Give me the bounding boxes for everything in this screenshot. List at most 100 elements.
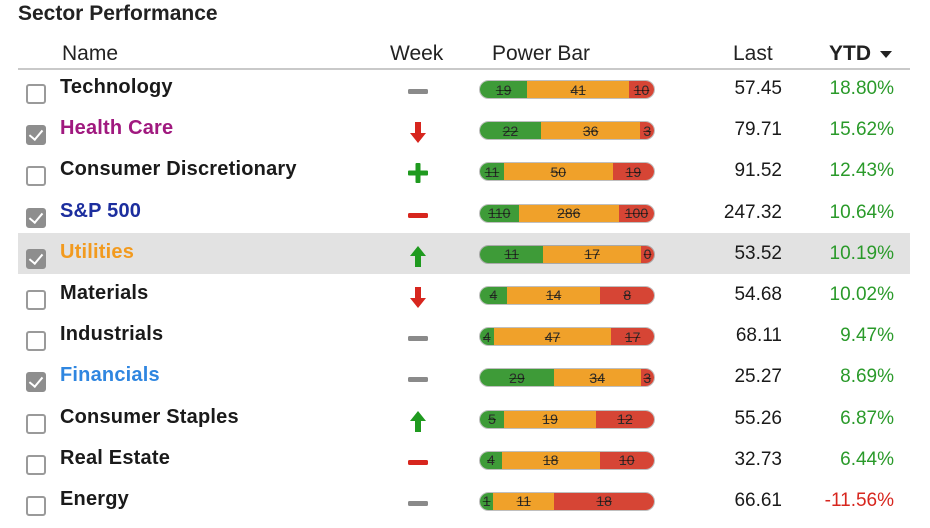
- power-bar-green-segment: 4: [480, 451, 502, 469]
- power-bar-red-segment: 0: [641, 245, 654, 263]
- last-price: 68.11: [735, 325, 782, 347]
- power-bar-red-segment: 8: [600, 286, 654, 304]
- sector-name[interactable]: Financials: [60, 364, 160, 387]
- ytd-change: -11.56%: [824, 489, 894, 511]
- power-bar: 11 50 19: [479, 162, 655, 182]
- power-bar-red-segment: 3: [640, 369, 654, 387]
- last-price: 55.26: [734, 407, 782, 429]
- sector-name[interactable]: Consumer Discretionary: [60, 158, 297, 181]
- power-bar-green-segment: 29: [480, 369, 554, 387]
- row-checkbox[interactable]: [26, 207, 46, 228]
- power-bar-red-segment: 10: [599, 451, 654, 469]
- power-bar-orange-segment: 34: [553, 369, 641, 387]
- power-bar: 4 47 17: [479, 327, 655, 347]
- row-checkbox[interactable]: [26, 248, 46, 269]
- column-header-last[interactable]: Last: [733, 42, 773, 65]
- ytd-change: 10.19%: [829, 242, 894, 264]
- minus-red-icon: [403, 449, 433, 475]
- ytd-change: 6.44%: [840, 448, 894, 470]
- column-header-ytd[interactable]: YTD: [829, 42, 871, 65]
- sector-name[interactable]: Energy: [60, 487, 130, 510]
- table-row[interactable]: Industrials 4 47 17 68.11 9.47%: [18, 315, 910, 356]
- sector-name[interactable]: Consumer Staples: [60, 405, 239, 428]
- table-row[interactable]: Real Estate 4 18 10 32.73 6.44%: [18, 439, 910, 480]
- table-row[interactable]: Consumer Discretionary 11 50 19 91.52 12.43%: [18, 150, 910, 191]
- table-row[interactable]: Materials 4 14 8 54.68 10.02%: [18, 274, 910, 315]
- row-checkbox[interactable]: [26, 289, 46, 310]
- ytd-change: 9.47%: [840, 325, 894, 347]
- table-row[interactable]: Utilities 11 17 0 53.52 10.19%: [18, 232, 910, 274]
- power-bar-orange-segment: 47: [493, 328, 612, 346]
- ytd-change: 18.80%: [829, 78, 894, 99]
- last-price: 54.68: [734, 283, 782, 305]
- table-row[interactable]: Consumer Staples 5 19 12 55.26 6.87%: [18, 398, 910, 439]
- power-bar-orange-segment: 19: [504, 410, 596, 428]
- last-price: 53.52: [734, 242, 782, 264]
- power-bar-orange-segment: 36: [540, 122, 641, 140]
- table-header: Name Week Power Bar Last YTD: [18, 40, 910, 70]
- row-checkbox[interactable]: [26, 495, 46, 516]
- table-row[interactable]: Energy 1 11 18 66.61 -11.56%: [18, 480, 910, 521]
- sector-name[interactable]: Real Estate: [60, 446, 171, 469]
- power-bar-green-segment: 5: [480, 410, 505, 428]
- power-bar-green-segment: 11: [480, 163, 504, 181]
- power-bar: 1 11 18: [479, 491, 655, 511]
- power-bar: 22 36 3: [479, 121, 655, 141]
- power-bar: 4 18 10: [479, 450, 655, 470]
- table-row[interactable]: S&P 500 110 286 100 247.32 10.64%: [18, 192, 910, 233]
- sector-name[interactable]: S&P 500: [60, 199, 142, 222]
- arrow-up-icon: [403, 243, 433, 269]
- sector-name[interactable]: Utilities: [60, 240, 135, 263]
- sector-name[interactable]: Industrials: [60, 323, 164, 346]
- ytd-change: 15.62%: [829, 119, 894, 141]
- plus-icon: [403, 160, 433, 186]
- power-bar-orange-segment: 286: [518, 204, 619, 222]
- sector-name[interactable]: Materials: [60, 281, 149, 304]
- last-price: 57.45: [734, 78, 782, 99]
- power-bar: 19 41 10: [479, 80, 655, 99]
- row-checkbox[interactable]: [26, 166, 46, 187]
- panel-title: Sector Performance: [18, 2, 218, 25]
- power-bar-red-segment: 3: [640, 122, 654, 140]
- power-bar-red-segment: 17: [611, 328, 654, 346]
- table-row[interactable]: Health Care 22 36 3 79.71 15.62%: [18, 109, 910, 150]
- row-checkbox[interactable]: [26, 125, 46, 146]
- last-price: 32.73: [734, 448, 782, 470]
- arrow-down-icon: [403, 119, 433, 145]
- table-row[interactable]: Technology 19 41 10 57.45 18.80%: [18, 68, 910, 109]
- power-bar-red-segment: 19: [612, 163, 654, 181]
- power-bar-orange-segment: 17: [543, 245, 642, 263]
- ytd-change: 8.69%: [840, 366, 894, 388]
- table-row[interactable]: Financials 29 34 3 25.27 8.69%: [18, 356, 910, 397]
- power-bar-green-segment: 4: [480, 286, 507, 304]
- power-bar-green-segment: 110: [480, 204, 519, 222]
- dash-icon: [403, 325, 433, 351]
- power-bar: 29 34 3: [479, 368, 655, 388]
- last-price: 91.52: [734, 160, 782, 182]
- row-checkbox[interactable]: [26, 372, 46, 393]
- power-bar: 5 19 12: [479, 409, 655, 429]
- sector-name[interactable]: Technology: [60, 76, 173, 98]
- row-checkbox[interactable]: [26, 331, 46, 352]
- power-bar: 4 14 8: [479, 285, 655, 305]
- arrow-down-icon: [403, 284, 433, 310]
- last-price: 79.71: [734, 119, 782, 141]
- power-bar-red-segment: 100: [618, 204, 654, 222]
- sector-table-body: Technology 19 41 10 57.45 18.80% Health Care 22…: [18, 68, 910, 521]
- dash-icon: [403, 490, 433, 516]
- minus-red-icon: [403, 202, 433, 228]
- column-header-power-bar[interactable]: Power Bar: [492, 42, 591, 65]
- last-price: 25.27: [734, 366, 782, 388]
- power-bar-green-segment: 22: [480, 122, 541, 140]
- sort-descending-icon[interactable]: [880, 51, 892, 58]
- row-checkbox[interactable]: [26, 454, 46, 475]
- power-bar-green-segment: 19: [480, 81, 528, 98]
- column-header-week[interactable]: Week: [390, 42, 444, 65]
- column-header-name[interactable]: Name: [62, 42, 119, 65]
- sector-name[interactable]: Health Care: [60, 117, 174, 140]
- row-checkbox[interactable]: [26, 413, 46, 434]
- power-bar: 110 286 100: [479, 203, 655, 223]
- row-checkbox[interactable]: [26, 84, 46, 104]
- last-price: 66.61: [734, 489, 782, 511]
